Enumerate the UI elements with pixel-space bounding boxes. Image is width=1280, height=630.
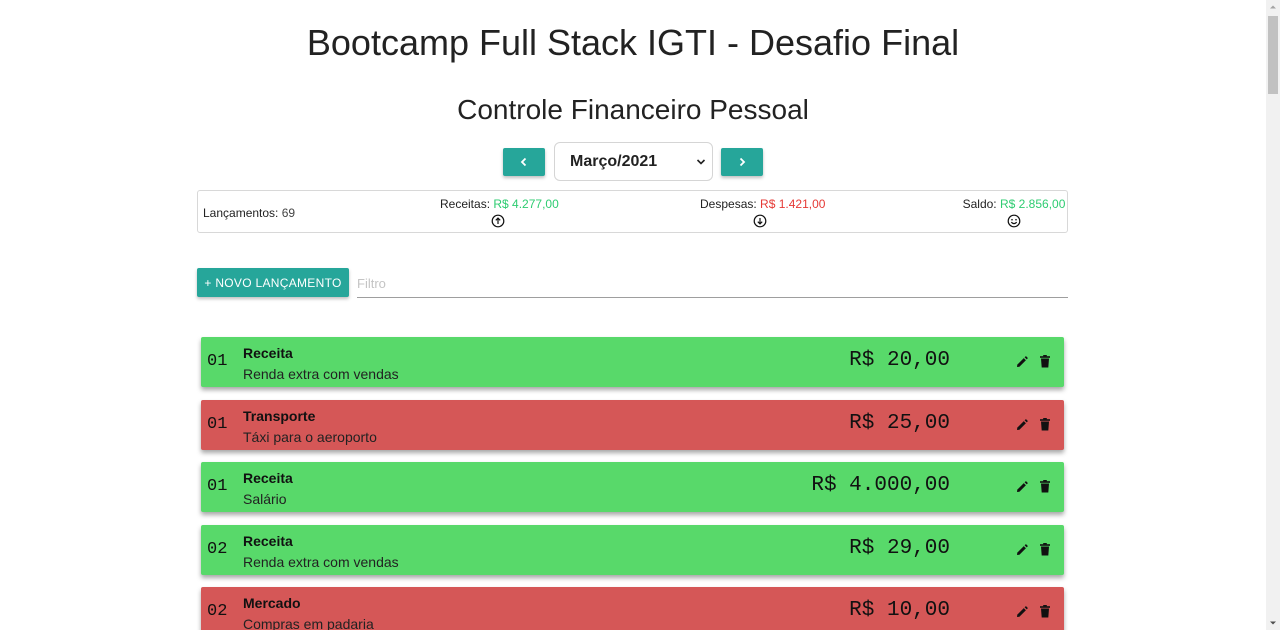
balance-label: Saldo: xyxy=(962,197,997,211)
trash-icon[interactable] xyxy=(1039,480,1051,493)
income-summary: Receitas: R$ 4.277,00 xyxy=(440,197,559,228)
entry-amount: R$ 25,00 xyxy=(849,411,950,435)
summary-bar: Lançamentos: 69 Receitas: R$ 4.277,00 De… xyxy=(197,190,1068,233)
scrollbar[interactable] xyxy=(1266,0,1280,630)
edit-icon[interactable] xyxy=(1016,606,1028,618)
scrollbar-thumb[interactable] xyxy=(1268,16,1278,94)
arrow-down-circle-icon xyxy=(753,214,767,228)
entry-description: Compras em padaria xyxy=(243,616,374,630)
edit-icon[interactable] xyxy=(1016,418,1028,431)
entry-category: Receita xyxy=(243,470,293,486)
income-label: Receitas: xyxy=(440,197,491,211)
page-subtitle: Controle Financeiro Pessoal xyxy=(457,94,809,125)
chevron-left-icon xyxy=(520,157,527,167)
edit-icon[interactable] xyxy=(1016,356,1028,368)
month-select-value: Março/2021 xyxy=(570,152,658,170)
trash-icon[interactable] xyxy=(1039,605,1051,618)
entry-category: Transporte xyxy=(243,407,316,424)
entry-row: 01 Receita Renda extra com vendas R$ 20,00 xyxy=(201,337,1064,387)
entry-amount: R$ 4.000,00 xyxy=(811,474,950,497)
new-entry-button[interactable]: + NOVO LANÇAMENTO xyxy=(197,268,349,297)
entries-count: Lançamentos: 69 xyxy=(203,206,295,220)
entry-row: 01 Transporte Táxi para o aeroporto R$ 25,0… xyxy=(201,399,1064,450)
income-value: R$ 4.277,00 xyxy=(493,197,559,211)
entry-description: Renda extra com vendas xyxy=(243,366,399,382)
expense-label: Despesas: xyxy=(700,197,757,211)
entry-description: Táxi para o aeroporto xyxy=(243,428,377,445)
page-title: Bootcamp Full Stack IGTI - Desafio Final xyxy=(306,22,960,63)
trash-icon[interactable] xyxy=(1039,542,1051,556)
entry-row: 02 Mercado Compras em padaria R$ 10,00 xyxy=(201,587,1064,630)
trash-icon[interactable] xyxy=(1039,355,1051,368)
entry-row: 01 Receita Salário R$ 4.000,00 xyxy=(201,462,1064,512)
previous-month-button[interactable] xyxy=(503,148,545,176)
balance-value: R$ 2.856,00 xyxy=(999,197,1066,211)
month-select[interactable]: Março/2021 xyxy=(554,142,713,181)
entry-day: 01 xyxy=(207,477,228,496)
chevron-right-icon xyxy=(739,157,746,167)
entry-day: 02 xyxy=(207,602,228,621)
expense-value: R$ 1.421,00 xyxy=(760,197,826,211)
scroll-up-icon[interactable] xyxy=(1266,0,1280,14)
entry-category: Receita xyxy=(243,345,293,361)
entry-day: 01 xyxy=(207,352,228,371)
smiley-icon xyxy=(1007,214,1021,228)
trash-icon[interactable] xyxy=(1039,417,1051,431)
entry-amount: R$ 10,00 xyxy=(849,599,950,622)
edit-icon[interactable] xyxy=(1016,481,1028,493)
entry-description: Salário xyxy=(243,491,287,507)
chevron-down-icon xyxy=(696,159,706,165)
entry-day: 02 xyxy=(207,539,228,559)
next-month-button[interactable] xyxy=(721,148,763,176)
entry-category: Mercado xyxy=(243,595,301,611)
entry-amount: R$ 29,00 xyxy=(849,536,950,560)
entry-description: Renda extra com vendas xyxy=(243,553,399,570)
edit-icon[interactable] xyxy=(1016,543,1028,556)
entry-category: Receita xyxy=(243,532,293,549)
entries-count-value: 69 xyxy=(281,206,296,220)
expense-summary: Despesas: R$ 1.421,00 xyxy=(700,197,825,228)
entry-amount: R$ 20,00 xyxy=(849,349,950,372)
entries-list: 01 Receita Renda extra com vendas R$ 20,00 0… xyxy=(201,337,1064,630)
entries-count-label: Lançamentos: xyxy=(203,206,279,220)
balance-summary: Saldo: R$ 2.856,00 xyxy=(962,197,1066,228)
filter-input[interactable] xyxy=(357,270,1068,298)
entry-row: 02 Receita Renda extra com vendas R$ 29,00 xyxy=(201,524,1064,575)
scroll-down-icon[interactable] xyxy=(1266,616,1280,630)
entry-day: 01 xyxy=(207,414,228,434)
arrow-up-circle-icon xyxy=(491,214,505,228)
